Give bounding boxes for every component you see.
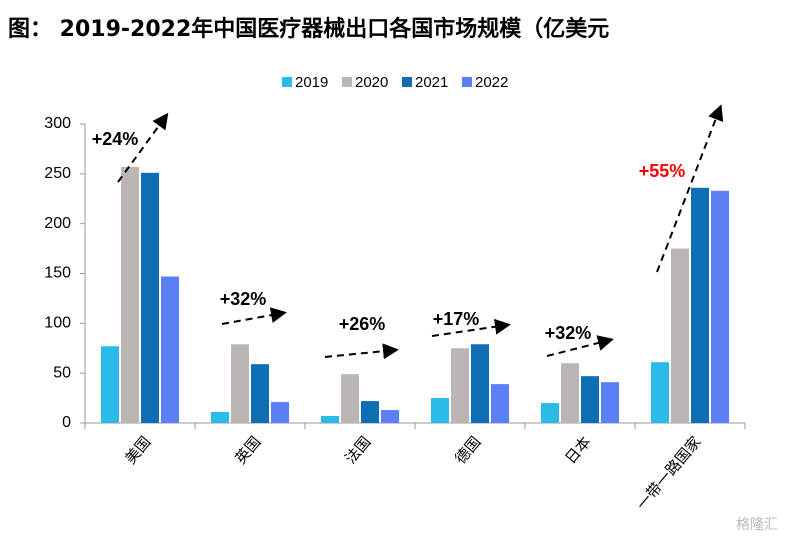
bar (161, 276, 179, 423)
watermark: 格隆汇 (736, 517, 778, 533)
annotation: +24% (92, 129, 139, 149)
y-tick-label: 100 (44, 315, 71, 332)
legend-label: 2022 (475, 74, 508, 91)
bar (381, 410, 399, 423)
y-tick-label: 0 (62, 414, 71, 431)
bar (141, 172, 159, 423)
x-tick-label: 一带一路国家 (633, 433, 705, 514)
legend-swatch (282, 77, 292, 87)
bar (321, 416, 339, 423)
trend-arrow (431, 318, 511, 337)
bar (101, 346, 119, 423)
trend-arrow (656, 104, 724, 273)
y-tick-label: 150 (44, 265, 71, 282)
bar (541, 403, 559, 423)
bar (581, 376, 599, 423)
bar (231, 344, 249, 423)
bar (561, 363, 579, 423)
bar (671, 248, 689, 423)
bar (361, 401, 379, 423)
annotation: +32% (220, 289, 267, 309)
bar (601, 382, 619, 423)
bar (451, 348, 469, 423)
x-tick-label: 英国 (231, 433, 264, 468)
x-tick-label: 德国 (451, 433, 484, 468)
y-tick-label: 300 (44, 115, 71, 132)
bar (471, 344, 489, 423)
x-tick-label: 日本 (561, 433, 594, 468)
trend-arrow (117, 112, 169, 183)
legend-swatch (402, 77, 412, 87)
trend-arrow (221, 307, 287, 325)
legend-label: 2019 (295, 74, 328, 91)
trend-arrow (324, 343, 399, 360)
y-tick-label: 50 (53, 364, 71, 381)
annotation: +17% (433, 309, 480, 329)
annotation: +32% (545, 323, 592, 343)
legend-label: 2020 (355, 74, 388, 91)
chart-title: 图： 2019-2022年中国医疗器械出口各国市场规模（亿美元 (8, 16, 609, 42)
bar (251, 364, 269, 423)
annotation: +26% (339, 314, 386, 334)
legend-swatch (342, 77, 352, 87)
bar (341, 374, 359, 423)
bar (711, 190, 729, 423)
bar (211, 412, 229, 423)
x-tick-label: 美国 (121, 433, 154, 468)
x-tick-label: 法国 (341, 433, 374, 468)
trend-arrow (546, 335, 614, 357)
bar (431, 398, 449, 423)
legend-swatch (462, 77, 472, 87)
y-tick-label: 200 (44, 215, 71, 232)
bar (651, 362, 669, 423)
bar (491, 384, 509, 423)
y-tick-label: 250 (44, 165, 71, 182)
bar (121, 166, 139, 423)
annotation: +55% (639, 161, 686, 181)
bar (691, 187, 709, 423)
legend-label: 2021 (415, 74, 448, 91)
bar (271, 402, 289, 423)
